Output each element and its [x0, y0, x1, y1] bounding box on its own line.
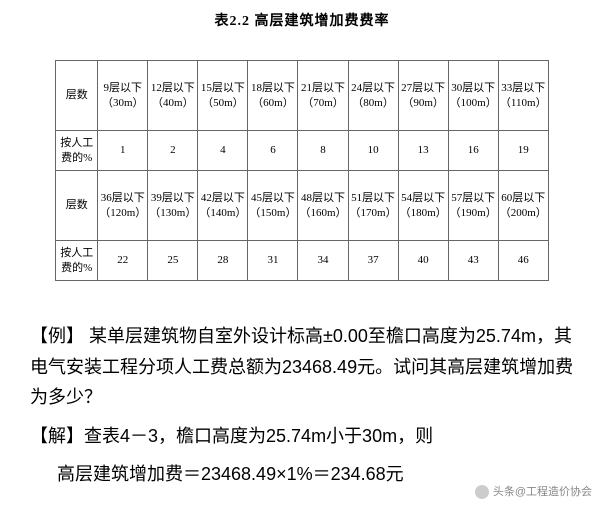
table-row: 按人工费的% 22 25 28 31 34 37 40 43 46 — [56, 241, 549, 281]
cell: 33层以下（110m） — [498, 61, 548, 131]
content-body: 【例】 某单层建筑物自室外设计标高±0.00至檐口高度为25.74m，其电气安装… — [20, 321, 584, 490]
cell: 28 — [198, 241, 248, 281]
cell: 24层以下（80m） — [348, 61, 398, 131]
cell: 31 — [248, 241, 298, 281]
table-title: 表2.2 高层建筑增加费费率 — [20, 10, 584, 30]
avatar-icon — [475, 485, 489, 499]
cell: 39层以下（130m） — [148, 171, 198, 241]
cell: 22 — [98, 241, 148, 281]
cell: 25 — [148, 241, 198, 281]
cell: 42层以下（140m） — [198, 171, 248, 241]
cell: 16 — [448, 131, 498, 171]
table-row: 按人工费的% 1 2 4 6 8 10 13 16 19 — [56, 131, 549, 171]
table-row: 层数 9层以下（30m） 12层以下（40m） 15层以下（50m） 18层以下… — [56, 61, 549, 131]
source-text: 头条@工程造价协会 — [493, 486, 592, 498]
cell: 30层以下（100m） — [448, 61, 498, 131]
cell: 34 — [298, 241, 348, 281]
source-footer: 头条@工程造价协会 — [475, 483, 592, 499]
cell: 2 — [148, 131, 198, 171]
cell: 57层以下（190m） — [448, 171, 498, 241]
cell: 15层以下（50m） — [198, 61, 248, 131]
solution-paragraph-1: 【解】查表4－3，檐口高度为25.74m小于30m，则 — [30, 421, 574, 452]
table-row: 层数 36层以下（120m） 39层以下（130m） 42层以下（140m） 4… — [56, 171, 549, 241]
cell: 51层以下（170m） — [348, 171, 398, 241]
cell: 60层以下（200m） — [498, 171, 548, 241]
row-label: 层数 — [56, 61, 98, 131]
cell: 4 — [198, 131, 248, 171]
cell: 12层以下（40m） — [148, 61, 198, 131]
rate-table: 层数 9层以下（30m） 12层以下（40m） 15层以下（50m） 18层以下… — [55, 60, 549, 281]
cell: 45层以下（150m） — [248, 171, 298, 241]
row-label: 按人工费的% — [56, 131, 98, 171]
cell: 6 — [248, 131, 298, 171]
table-container: 层数 9层以下（30m） 12层以下（40m） 15层以下（50m） 18层以下… — [20, 60, 584, 281]
cell: 13 — [398, 131, 448, 171]
cell: 46 — [498, 241, 548, 281]
cell: 37 — [348, 241, 398, 281]
cell: 40 — [398, 241, 448, 281]
example-paragraph: 【例】 某单层建筑物自室外设计标高±0.00至檐口高度为25.74m，其电气安装… — [30, 321, 574, 413]
cell: 8 — [298, 131, 348, 171]
row-label: 层数 — [56, 171, 98, 241]
cell: 10 — [348, 131, 398, 171]
cell: 9层以下（30m） — [98, 61, 148, 131]
cell: 54层以下（180m） — [398, 171, 448, 241]
cell: 48层以下（160m） — [298, 171, 348, 241]
cell: 19 — [498, 131, 548, 171]
row-label: 按人工费的% — [56, 241, 98, 281]
cell: 36层以下（120m） — [98, 171, 148, 241]
cell: 1 — [98, 131, 148, 171]
cell: 21层以下（70m） — [298, 61, 348, 131]
cell: 27层以下（90m） — [398, 61, 448, 131]
cell: 18层以下（60m） — [248, 61, 298, 131]
cell: 43 — [448, 241, 498, 281]
